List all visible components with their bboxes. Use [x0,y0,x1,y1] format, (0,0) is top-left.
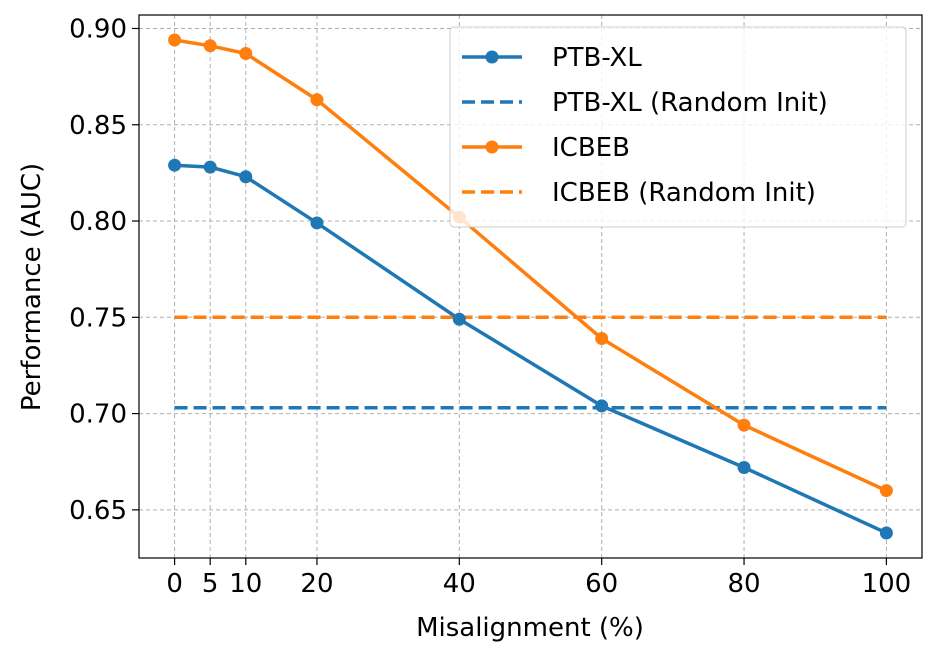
legend-label-icbeb-random-init: ICBEB (Random Init) [552,178,816,208]
data-point-ptb-xl [595,399,609,413]
legend: PTB-XL PTB-XL (Random Init) ICBEB ICBEB (Ra… [449,26,907,228]
data-point-ptb-xl [310,216,324,230]
x-axis-label: Misalignment (%) [416,613,644,643]
y-tick-label: 0.85 [69,111,127,141]
x-tick-label: 40 [443,569,476,599]
tick-layer: 0 5 10 20 40 60 80 100 0.65 0.70 0.75 0.80 0.85 0.90 [69,14,911,599]
data-point-ptb-xl [879,526,893,540]
x-tick-label: 60 [585,569,618,599]
data-point-icbeb [737,418,751,432]
data-point-icbeb [168,33,182,47]
plot-frame [138,14,923,559]
legend-label-ptb-xl: PTB-XL [552,43,642,73]
legend-label-ptb-xl-random-init: PTB-XL (Random Init) [552,88,828,118]
legend-label-icbeb: ICBEB [552,133,630,163]
data-point-icbeb [203,39,217,53]
x-tick-label: 80 [727,569,760,599]
data-point-icbeb [239,47,253,61]
y-tick-label: 0.90 [69,14,127,44]
y-tick-label: 0.65 [69,496,127,526]
legend-marker-icbeb [485,140,499,154]
x-tick-label: 0 [166,569,183,599]
x-tick-label: 20 [300,569,333,599]
y-axis-label: Performance (AUC) [17,163,47,411]
series-layer [168,33,893,540]
data-point-ptb-xl [168,158,182,172]
x-tick-label: 5 [202,569,219,599]
data-point-icbeb [310,93,324,107]
data-point-ptb-xl [452,312,466,326]
data-point-icbeb [879,484,893,498]
data-point-ptb-xl [203,160,217,174]
legend-marker-ptb-xl [485,50,499,64]
data-point-ptb-xl [737,461,751,474]
data-point-ptb-xl [239,170,253,184]
y-tick-label: 0.80 [69,207,127,237]
y-tick-label: 0.70 [69,400,127,430]
data-point-icbeb [595,331,609,345]
x-tick-label: 100 [862,569,912,599]
y-tick-label: 0.75 [69,303,127,333]
x-tick-label: 10 [229,569,262,599]
legend-frame [449,26,907,228]
